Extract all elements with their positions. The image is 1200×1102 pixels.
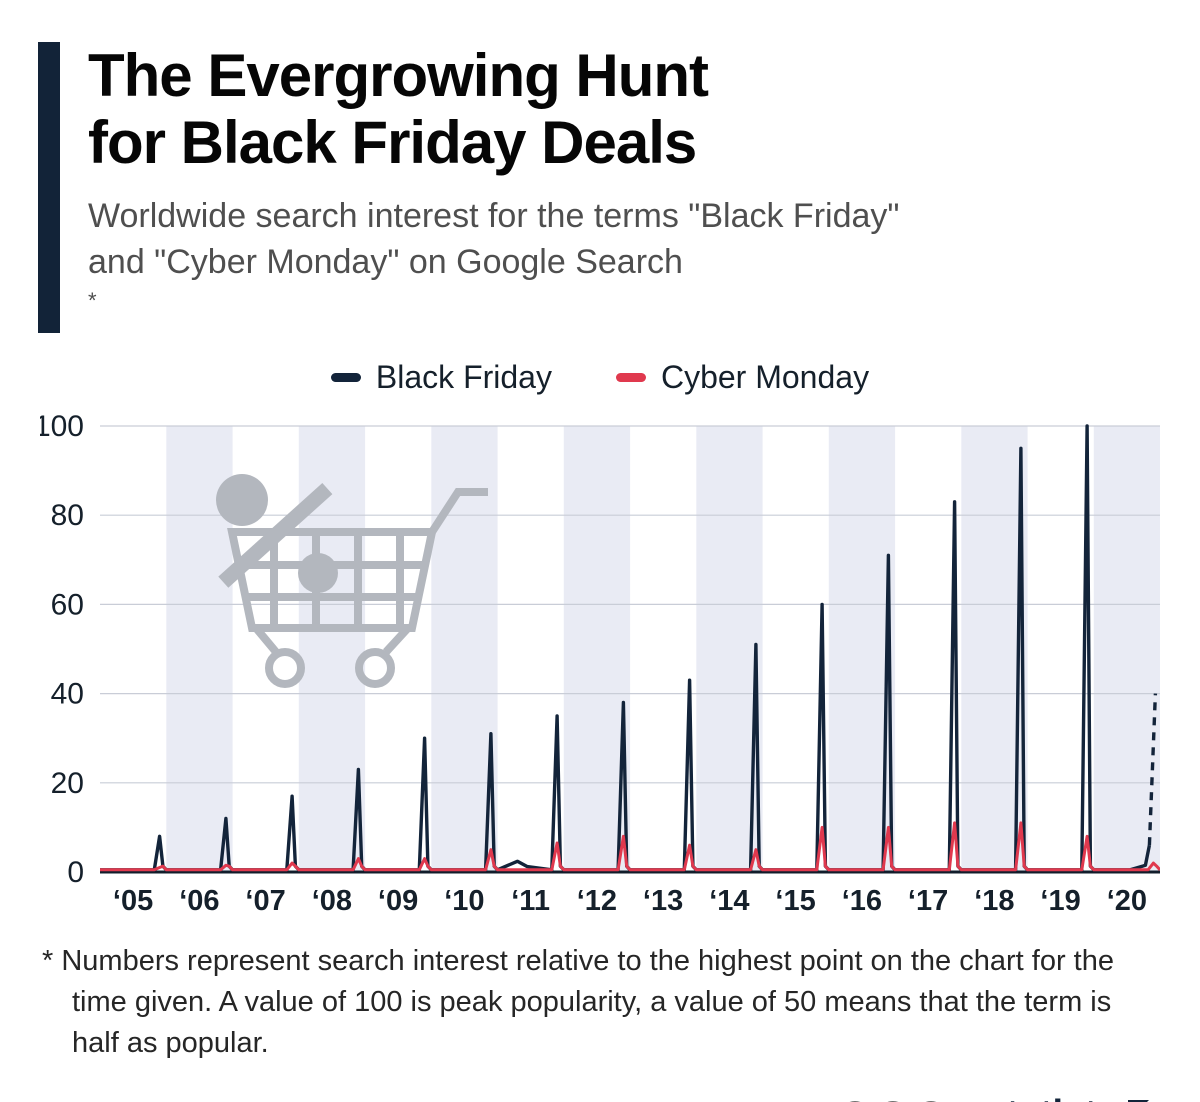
- footer-right: cc statista: [839, 1093, 1158, 1102]
- x-tick-label: ‘08: [312, 885, 352, 917]
- legend-label: Black Friday: [375, 359, 552, 396]
- footer: Source: Google Trends cc statista: [42, 1093, 1158, 1102]
- x-tick-label: ‘16: [842, 885, 882, 917]
- legend-item-cyber-monday: Cyber Monday: [615, 359, 870, 396]
- footnote: * Numbers represent search interest rela…: [42, 941, 1152, 1063]
- chart-legend: Black Friday Cyber Monday: [0, 359, 1200, 396]
- x-tick-label: ‘05: [113, 885, 153, 917]
- year-bands: [166, 426, 1160, 873]
- y-tick-label: 60: [51, 589, 84, 622]
- footnote-marker: *: [42, 945, 54, 978]
- legend-item-black-friday: Black Friday: [330, 359, 552, 396]
- x-tick-label: ‘18: [974, 885, 1014, 917]
- statista-wordmark: statista: [985, 1093, 1118, 1102]
- y-tick-label: 20: [51, 767, 84, 800]
- x-tick-label: ‘15: [775, 885, 815, 917]
- x-tick-label: ‘14: [709, 885, 749, 917]
- y-tick-label: 0: [67, 856, 84, 889]
- y-tick-label: 100: [40, 412, 84, 443]
- y-tick-label: 80: [51, 500, 84, 533]
- title-line-1: The Evergrowing Hunt: [88, 42, 709, 109]
- title-line-2: for Black Friday Deals: [88, 109, 697, 177]
- header: The Evergrowing Hunt for Black Friday De…: [0, 0, 1200, 334]
- creative-commons-license-icons: cc: [848, 1100, 937, 1102]
- subtitle: Worldwide search interest for the terms …: [88, 194, 899, 333]
- subtitle-line-2: and "Cyber Monday" on Google Search *: [88, 243, 683, 314]
- statista-logo-icon: [1128, 1099, 1158, 1102]
- accent-bar: [38, 42, 60, 334]
- series-cyber-monday: [100, 821, 1160, 872]
- cyber-monday-swatch-icon: [615, 373, 646, 383]
- x-tick-label: ‘10: [444, 885, 484, 917]
- legend-label: Cyber Monday: [660, 359, 870, 396]
- y-tick-label: 40: [51, 678, 84, 711]
- x-tick-label: ‘19: [1040, 885, 1080, 917]
- x-tick-label: ‘12: [577, 885, 617, 917]
- chart-area: 0 20 40 60 80 100 ‘05 ‘06 ‘07 ‘08 ‘09 ‘10 ‘11 ‘12 ‘13 ‘…: [40, 412, 1160, 917]
- header-text: The Evergrowing Hunt for Black Friday De…: [88, 42, 899, 333]
- x-tick-label: ‘13: [643, 885, 683, 917]
- x-axis-labels: ‘05 ‘06 ‘07 ‘08 ‘09 ‘10 ‘11 ‘12 ‘13 ‘14 ‘15 ‘16 ‘17 ‘…: [113, 885, 1147, 917]
- x-tick-label: ‘11: [511, 885, 550, 917]
- x-tick-label: ‘07: [245, 885, 285, 917]
- page-title: The Evergrowing Hunt for Black Friday De…: [88, 42, 899, 176]
- source-label: Source: Google Trends: [42, 1099, 330, 1102]
- forecast-dashed-segment: [1147, 693, 1158, 846]
- x-tick-label: ‘17: [908, 885, 948, 917]
- footnote-text: Numbers represent search interest relati…: [61, 945, 1114, 1059]
- x-tick-label: ‘09: [378, 885, 418, 917]
- footnote-asterisk: *: [88, 288, 97, 314]
- x-tick-label: ‘06: [179, 885, 219, 917]
- subtitle-line-1: Worldwide search interest for the terms …: [88, 197, 900, 236]
- x-tick-label: ‘20: [1107, 885, 1147, 917]
- statista-brand: statista: [985, 1093, 1158, 1102]
- black-friday-swatch-icon: [330, 373, 361, 383]
